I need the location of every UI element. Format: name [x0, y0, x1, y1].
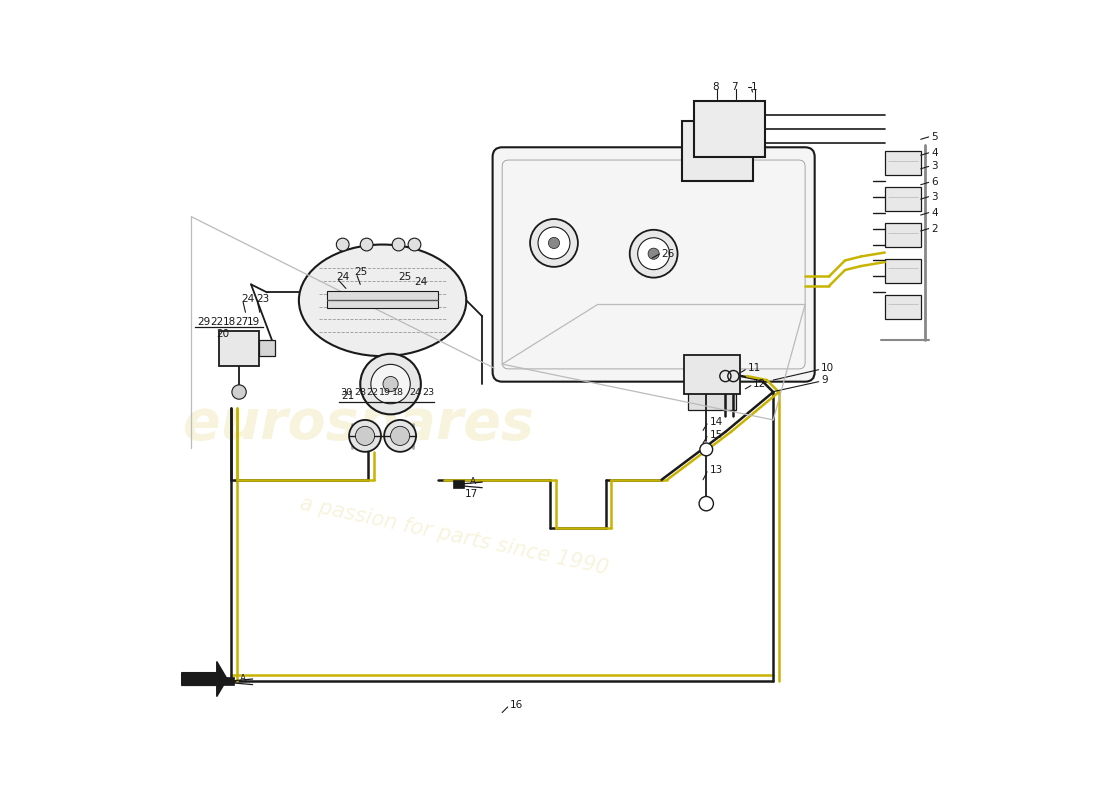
Text: 15: 15 — [710, 430, 723, 440]
Bar — [219, 330, 258, 366]
Circle shape — [390, 426, 409, 446]
Bar — [884, 187, 921, 211]
Text: 10: 10 — [821, 363, 834, 373]
Text: 11: 11 — [748, 363, 761, 373]
Text: 7: 7 — [732, 82, 738, 92]
Text: 19: 19 — [248, 317, 261, 327]
Polygon shape — [182, 662, 227, 697]
Bar — [884, 151, 921, 175]
Text: 9: 9 — [821, 375, 827, 385]
Bar — [223, 677, 234, 685]
Text: 24: 24 — [337, 272, 350, 282]
Text: 25: 25 — [354, 267, 367, 278]
Circle shape — [700, 443, 713, 456]
Circle shape — [349, 420, 381, 452]
Circle shape — [549, 238, 560, 249]
Text: 17: 17 — [464, 489, 477, 499]
Text: 22: 22 — [210, 317, 223, 327]
Text: 1: 1 — [751, 82, 758, 92]
FancyBboxPatch shape — [493, 147, 815, 382]
Text: 24: 24 — [415, 277, 428, 287]
Text: 24: 24 — [242, 294, 255, 304]
Circle shape — [538, 227, 570, 259]
Text: 23: 23 — [422, 387, 435, 397]
Text: 26: 26 — [661, 249, 675, 259]
Circle shape — [384, 420, 416, 452]
Text: 6: 6 — [931, 178, 937, 187]
Text: a passion for parts since 1990: a passion for parts since 1990 — [298, 493, 610, 578]
Text: 3: 3 — [931, 162, 937, 171]
Circle shape — [355, 426, 375, 446]
Text: 4: 4 — [931, 148, 937, 158]
Circle shape — [392, 238, 405, 251]
Text: 12: 12 — [754, 379, 767, 389]
Text: 22: 22 — [366, 387, 378, 397]
Circle shape — [232, 385, 246, 399]
Text: 2: 2 — [931, 223, 937, 234]
Text: 19: 19 — [379, 387, 392, 397]
Text: A: A — [240, 674, 246, 682]
Circle shape — [361, 238, 373, 251]
Circle shape — [700, 497, 714, 511]
Circle shape — [337, 238, 349, 251]
Text: 21: 21 — [341, 391, 354, 401]
Text: 4: 4 — [931, 208, 937, 218]
Text: 16: 16 — [510, 699, 524, 710]
Text: eurospares: eurospares — [184, 397, 535, 451]
Text: 20: 20 — [217, 329, 230, 339]
Text: 23: 23 — [256, 294, 270, 304]
Circle shape — [383, 377, 398, 392]
Text: 24: 24 — [409, 387, 421, 397]
Text: 3: 3 — [931, 192, 937, 202]
Bar — [327, 290, 439, 308]
Ellipse shape — [299, 245, 466, 356]
Bar — [688, 392, 736, 410]
Text: 14: 14 — [710, 418, 723, 427]
Bar — [684, 355, 739, 394]
Circle shape — [629, 230, 678, 278]
Circle shape — [530, 219, 578, 267]
Text: 30: 30 — [340, 387, 352, 397]
Circle shape — [361, 354, 421, 414]
Bar — [884, 294, 921, 318]
Text: 25: 25 — [398, 272, 411, 282]
Circle shape — [408, 238, 421, 251]
Bar — [453, 480, 464, 488]
Text: 29: 29 — [197, 317, 210, 327]
Bar — [884, 259, 921, 283]
Bar — [682, 121, 754, 181]
Text: 18: 18 — [392, 387, 404, 397]
Bar — [693, 101, 766, 157]
Text: A: A — [470, 477, 475, 486]
Text: 8: 8 — [713, 82, 719, 92]
Text: 18: 18 — [223, 317, 236, 327]
Text: 5: 5 — [931, 132, 937, 142]
Circle shape — [371, 364, 410, 404]
Bar — [884, 223, 921, 247]
Text: 28: 28 — [354, 387, 366, 397]
Text: 27: 27 — [235, 317, 249, 327]
Circle shape — [648, 248, 659, 259]
Circle shape — [638, 238, 670, 270]
Bar — [258, 340, 275, 356]
Text: 13: 13 — [710, 465, 723, 475]
